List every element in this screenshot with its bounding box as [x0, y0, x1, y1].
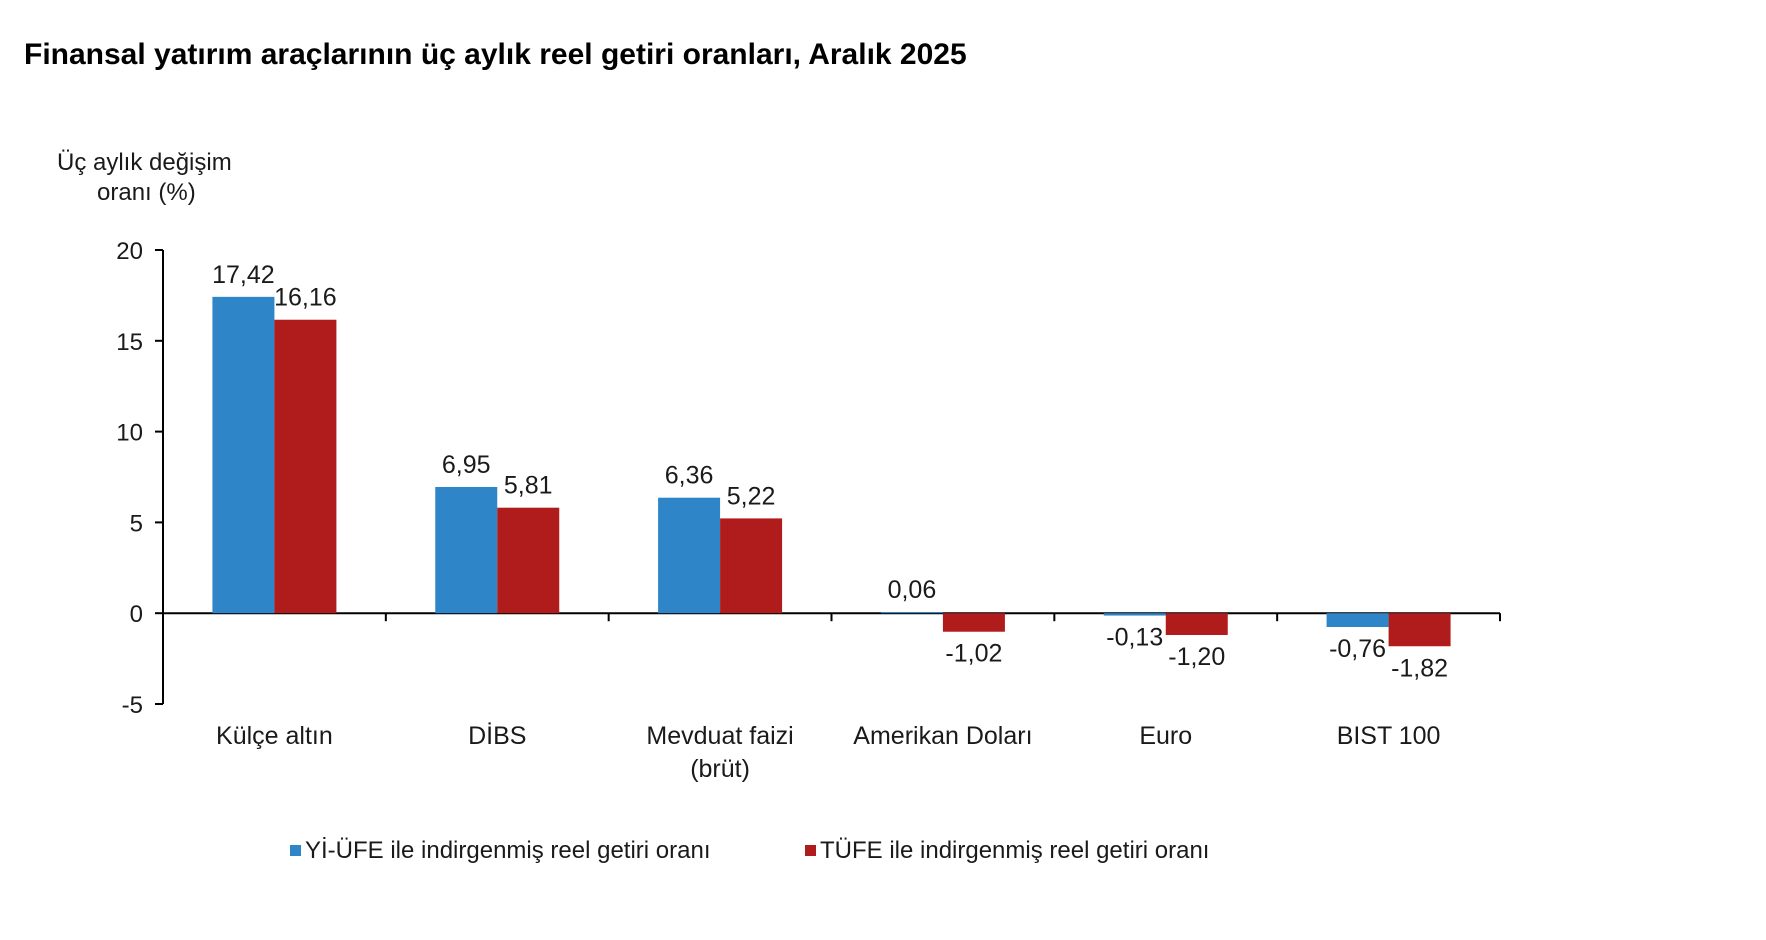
bar-yiufe — [658, 497, 721, 614]
data-label: 5,81 — [504, 472, 553, 500]
data-label: 6,95 — [442, 451, 491, 479]
legend-swatch-yiufe — [290, 845, 301, 856]
data-label: 5,22 — [727, 482, 776, 510]
chart-title: Finansal yatırım araçlarının üç aylık re… — [24, 38, 967, 71]
bar-yiufe — [212, 296, 275, 614]
data-label: 0,06 — [888, 576, 937, 604]
bar-tufe — [1165, 613, 1228, 635]
category-label: Euro — [1139, 722, 1192, 750]
bar-tufe — [720, 518, 783, 614]
data-label: 16,16 — [274, 284, 337, 312]
data-label: 6,36 — [665, 462, 714, 490]
legend-swatch-tufe — [805, 845, 816, 856]
bar-tufe — [274, 319, 337, 614]
bar-yiufe — [435, 486, 498, 614]
y-tick-label: 5 — [130, 510, 143, 537]
bar-yiufe — [1326, 613, 1389, 628]
legend-label: TÜFE ile indirgenmiş reel getiri oranı — [820, 837, 1209, 864]
category-label: BIST 100 — [1337, 722, 1441, 750]
bar-yiufe — [880, 612, 943, 614]
category-label: (brüt) — [690, 755, 750, 783]
bar-tufe — [1388, 613, 1451, 647]
y-tick-label: 0 — [130, 601, 143, 628]
category-label: Mevduat faizi — [646, 722, 793, 750]
category-label: Külçe altın — [216, 722, 333, 750]
y-axis-title: Üç aylık değişim — [57, 149, 232, 176]
legend-label: Yİ-ÜFE ile indirgenmiş reel getiri oranı — [305, 837, 710, 864]
bar-tufe — [942, 613, 1005, 632]
bar-yiufe — [1103, 613, 1166, 616]
y-tick-label: 15 — [116, 329, 143, 356]
y-tick-label: 10 — [116, 420, 143, 447]
y-tick-label: -5 — [122, 692, 143, 719]
y-axis-title: oranı (%) — [97, 179, 196, 206]
y-tick-label: 20 — [116, 238, 143, 265]
data-label: 17,42 — [212, 261, 275, 289]
data-label: -1,02 — [945, 640, 1002, 668]
data-label: -1,20 — [1168, 643, 1225, 671]
category-label: DİBS — [468, 721, 526, 750]
bar-tufe — [497, 507, 560, 614]
data-label: -0,76 — [1329, 635, 1386, 663]
category-label: Amerikan Doları — [853, 722, 1032, 750]
data-label: -1,82 — [1391, 654, 1448, 682]
data-label: -0,13 — [1106, 624, 1163, 652]
